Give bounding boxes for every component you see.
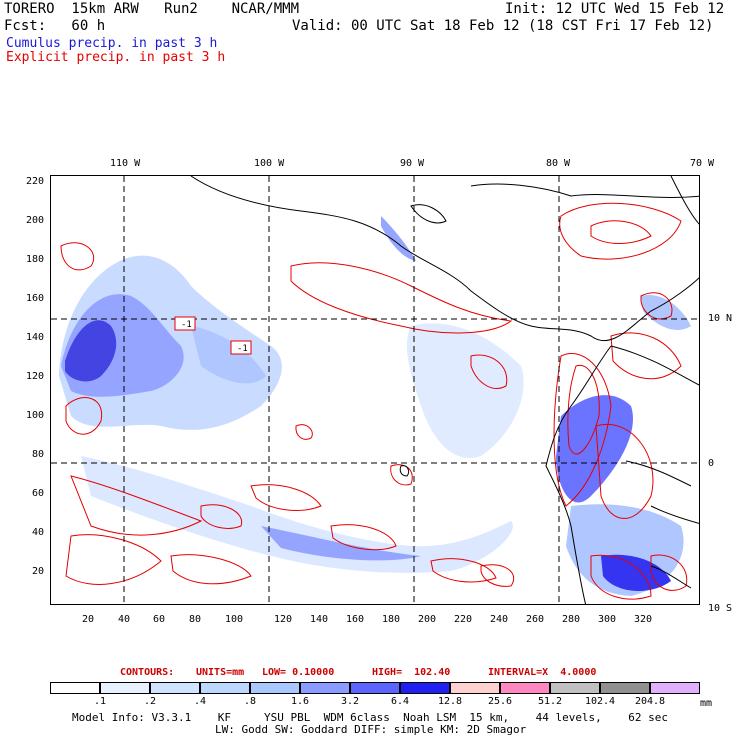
legend-label: .4 (193, 696, 207, 707)
legend-swatch (550, 682, 600, 694)
model-info-line1: Model Info: V3.3.1 KF YSU PBL WDM 6class… (72, 711, 669, 724)
lat-label-10n: 10 N (708, 313, 733, 324)
legend-label: 1.6 (290, 696, 310, 707)
legend-label: 3.2 (340, 696, 360, 707)
x-tick: 220 (454, 614, 473, 625)
lat-label-0: 0 (708, 458, 715, 469)
lon-label-110w: 110 W (110, 158, 141, 169)
lat-label-10s: 10 S (708, 603, 733, 614)
contour-labels: -1 -1 (174, 316, 252, 355)
lon-label-90w: 90 W (400, 158, 425, 169)
legend-label: 102.4 (584, 696, 616, 707)
x-tick: 200 (418, 614, 437, 625)
x-tick: 60 (153, 614, 166, 625)
model-info-line2: LW: Godd SW: Goddard DIFF: simple KM: 2D… (215, 723, 527, 736)
cumulus-precip-layer (59, 216, 691, 596)
coastlines (190, 176, 699, 604)
contours-units: UNITS=mm (196, 667, 245, 678)
legend-label: 12.8 (437, 696, 463, 707)
y-tick: 120 (26, 371, 45, 382)
x-tick: 180 (382, 614, 401, 625)
precip-map: -1 -1 (50, 175, 700, 605)
forecast-hour: Fcst: 60 h (4, 18, 106, 34)
y-tick: 80 (32, 449, 45, 460)
legend-swatch (250, 682, 300, 694)
legend-swatch (400, 682, 450, 694)
legend-swatch (650, 682, 700, 694)
y-tick: 40 (32, 527, 45, 538)
legend-label: 51.2 (537, 696, 563, 707)
x-tick: 260 (526, 614, 545, 625)
contours-high: HIGH= 102.40 (372, 667, 451, 678)
contour-label: -1 (181, 320, 192, 330)
y-tick: 100 (26, 410, 45, 421)
legend-label: .8 (243, 696, 257, 707)
explicit-precip-contours (60, 202, 688, 600)
y-tick: 200 (26, 215, 45, 226)
legend-units: mm (700, 698, 713, 709)
y-tick: 20 (32, 566, 45, 577)
legend-swatch (50, 682, 100, 694)
contour-label-box (230, 340, 252, 355)
model-title: TORERO 15km ARW Run2 NCAR/MMM (4, 1, 300, 17)
contour-label-box (174, 316, 196, 331)
x-tick: 100 (225, 614, 244, 625)
legend-swatch (350, 682, 400, 694)
contour-label: -1 (237, 344, 248, 354)
map-canvas: -1 -1 (51, 176, 699, 604)
x-tick: 20 (82, 614, 95, 625)
lon-label-70w: 70 W (690, 158, 715, 169)
legend-label: 6.4 (390, 696, 410, 707)
legend-swatch (500, 682, 550, 694)
lon-label-80w: 80 W (546, 158, 571, 169)
init-time: Init: 12 UTC Wed 15 Feb 12 (505, 1, 725, 17)
y-tick: 220 (26, 176, 45, 187)
graticule (51, 176, 699, 604)
x-tick: 320 (634, 614, 653, 625)
x-tick: 40 (118, 614, 131, 625)
x-tick: 80 (189, 614, 202, 625)
legend-label: .2 (143, 696, 157, 707)
legend-swatch (200, 682, 250, 694)
y-tick: 160 (26, 293, 45, 304)
legend-swatch (450, 682, 500, 694)
legend-label: 25.6 (487, 696, 513, 707)
legend-swatch (100, 682, 150, 694)
contours-interval: INTERVAL=X 4.0000 (488, 667, 597, 678)
legend-swatch (600, 682, 650, 694)
contours-low: LOW= 0.10000 (262, 667, 335, 678)
cumulus-caption: Cumulus precip. in past 3 h (6, 36, 218, 51)
x-tick: 140 (310, 614, 329, 625)
legend-label: 204.8 (634, 696, 666, 707)
x-tick: 280 (562, 614, 581, 625)
lon-label-100w: 100 W (254, 158, 285, 169)
legend-label: .1 (93, 696, 107, 707)
contours-label: CONTOURS: (120, 667, 175, 678)
x-tick: 120 (274, 614, 293, 625)
y-tick: 60 (32, 488, 45, 499)
x-tick: 240 (490, 614, 509, 625)
valid-time: Valid: 00 UTC Sat 18 Feb 12 (18 CST Fri … (292, 18, 714, 34)
x-tick: 300 (598, 614, 617, 625)
y-tick: 140 (26, 332, 45, 343)
x-tick: 160 (346, 614, 365, 625)
y-tick: 180 (26, 254, 45, 265)
explicit-caption: Explicit precip. in past 3 h (6, 50, 226, 65)
legend-swatch (300, 682, 350, 694)
legend-swatch (150, 682, 200, 694)
